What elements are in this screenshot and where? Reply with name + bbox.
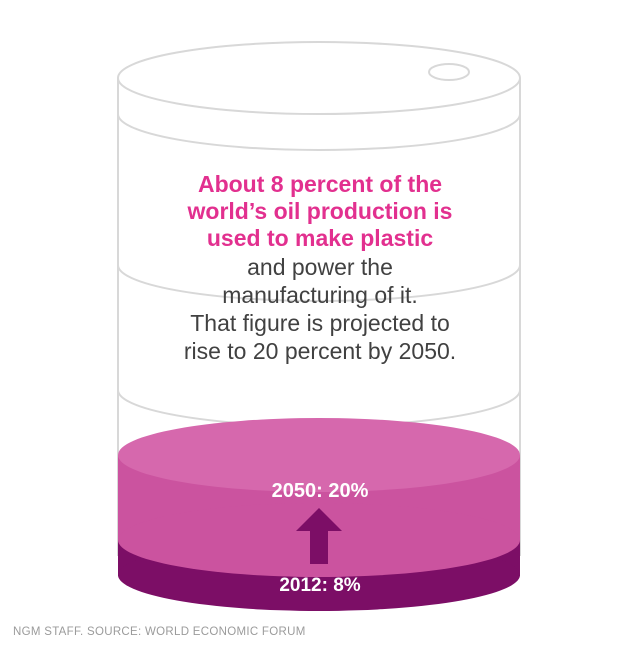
body-line: rise to 20 percent by 2050. bbox=[183, 338, 457, 364]
body-line: and power the bbox=[247, 254, 393, 280]
barrel-rib-middle bbox=[117, 264, 521, 302]
arrow-up-icon bbox=[296, 508, 342, 564]
headline-line: About 8 percent of the bbox=[197, 171, 443, 197]
source-credit: NGM STAFF. SOURCE: WORLD ECONOMIC FORUM bbox=[13, 626, 306, 638]
barrel-rib-top bbox=[117, 113, 521, 151]
headline-line: world’s oil production is bbox=[187, 198, 453, 224]
body-text: and power the manufacturing of it. That … bbox=[0, 253, 640, 365]
body-line: That figure is projected to bbox=[190, 310, 450, 336]
headline-text: About 8 percent of the world’s oil produ… bbox=[0, 171, 640, 252]
fill-2050-top-face bbox=[118, 418, 520, 492]
barrel-bung-cap-icon bbox=[428, 63, 470, 81]
body-line: manufacturing of it. bbox=[222, 282, 418, 308]
data-label-2012: 2012: 8% bbox=[279, 575, 361, 596]
headline-line: used to make plastic bbox=[206, 225, 434, 251]
data-label-2050: 2050: 20% bbox=[271, 480, 369, 502]
